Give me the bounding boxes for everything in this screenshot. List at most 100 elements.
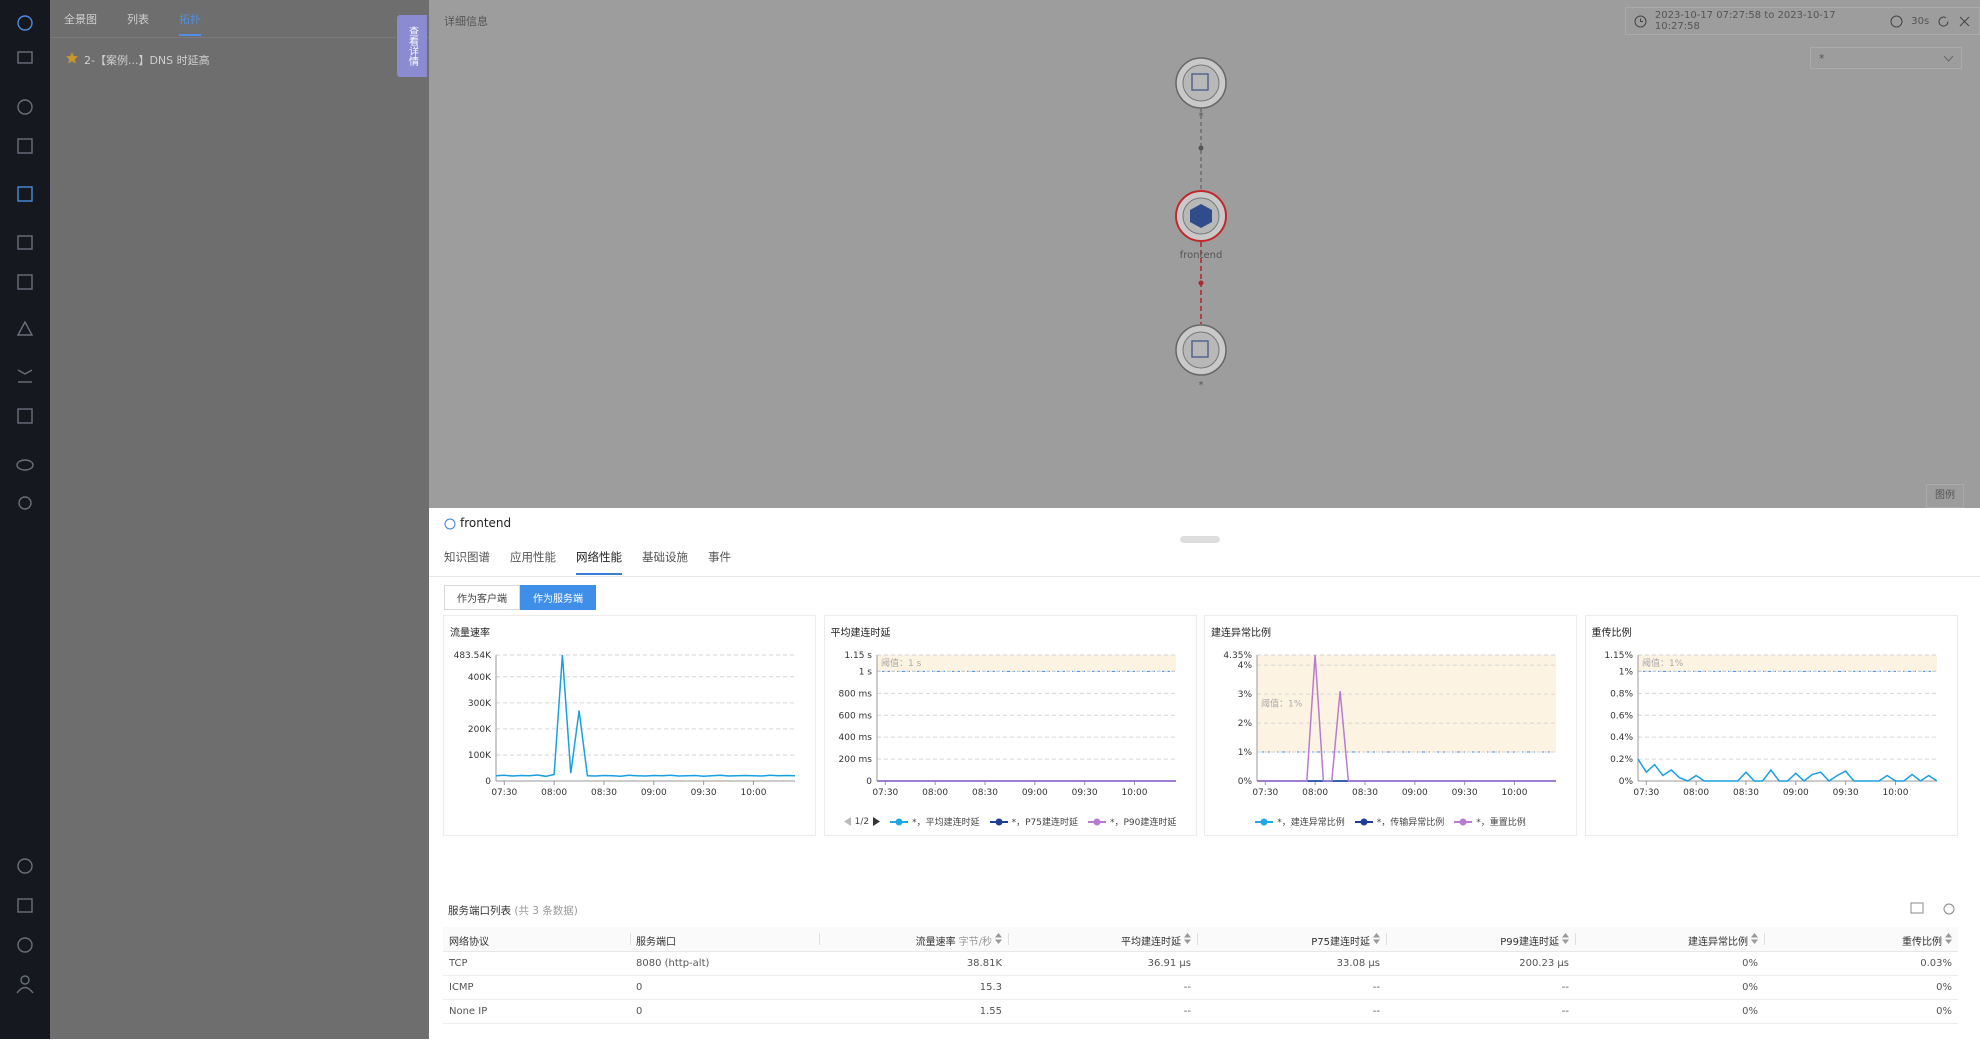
drag-handle[interactable] [1180,536,1220,543]
close [1959,16,1970,26]
sort-up [1562,933,1569,938]
x-tick-label: 08:30 [1733,788,1759,798]
tool-icon[interactable] [1910,902,1924,914]
sort-down [1373,939,1380,944]
legend-dot [895,818,903,825]
legend-item[interactable]: *，重置比例 [1454,815,1526,828]
legend-item[interactable]: *，平均建连时延 [890,815,980,828]
table-cell: -- [1183,1006,1191,1017]
column-title: P99建连时延 [1500,937,1559,948]
legend-label: *，P90建连时延 [1110,818,1177,828]
panel-tab[interactable]: 事件 [708,550,731,564]
header-cell[interactable]: P99建连时延 [1386,933,1569,948]
divider [50,37,429,38]
table-cell: 200.23 μs [1519,958,1569,969]
y-tick-label: 800 ms [838,689,872,699]
x-tick-label: 08:30 [972,788,998,798]
panel-tab[interactable]: 网络性能 [576,549,622,575]
clock-icon [1634,15,1647,27]
icon [17,408,33,424]
chart-card: 平均建连时延 阈值：1 s 0 200 ms 400 ms 600 ms 800 ms 1 s… [823,615,1197,836]
sort-down [1184,939,1191,944]
time-range[interactable]: 2023-10-17 07:27:58 to 2023-10-17 10:27:… [1654,10,1836,32]
column-title: P75建连时延 [1311,937,1370,948]
legend-item[interactable]: *，传输异常比例 [1354,815,1444,828]
pager-next[interactable] [873,817,881,826]
legend-dot [1459,818,1467,825]
breadcrumb[interactable]: 2-【案例...】DNS 时延高 [84,54,210,67]
panel-tab[interactable]: 基础设施 [642,550,688,564]
table-cell: 0% [1742,982,1758,993]
bottom-panel: frontend 知识图谱 应用性能 网络性能 基础设施 事件 作为客户端 作为服务端 服… [429,508,1980,1039]
node[interactable] [1175,57,1227,109]
column-title: 平均建连时延 [1121,937,1181,948]
node[interactable] [1175,324,1227,376]
table-cell: 0% [1936,1006,1952,1017]
header-cell[interactable]: 流量速率 字节/秒 [819,933,1002,948]
topology: * frontend * [1175,57,1227,391]
table-cell: -- [1561,1006,1569,1017]
y-tick-label: 3% [1238,690,1253,700]
nav-tab[interactable]: 全景图 [64,13,97,26]
clock-hand [1640,18,1643,22]
header-cell: 服务端口 [630,933,813,948]
node-icon [1191,340,1209,358]
tool-icon[interactable] [1943,903,1955,915]
nav-tab[interactable]: 列表 [127,13,149,26]
table-heading: 服务端口列表 (共 3 条数据) [448,903,578,918]
x-tick-label: 07:30 [872,788,898,798]
table-cell: 1.55 [979,1006,1002,1017]
legend-button[interactable]: 图例 [1926,484,1964,508]
x-tick-label: 09:00 [1402,788,1428,798]
table-cell: 33.08 μs [1336,958,1380,969]
sort-icon [1751,933,1758,944]
side-tab[interactable]: 查看详情 [397,15,427,77]
series-line [495,654,796,778]
y-tick-label: 0.2% [1610,755,1633,765]
x-tick-label: 08:30 [591,788,617,798]
role-button[interactable]: 作为服务端 [520,585,596,610]
legend-item[interactable]: *，P90建连时延 [1088,815,1176,828]
sort-icon [1562,933,1569,944]
y-tick-label: 1 s [858,667,872,677]
legend-dot [1093,818,1101,825]
legend-item[interactable]: *，P75建连时延 [989,815,1078,828]
sort-icon [1945,933,1952,944]
icon [17,51,33,64]
x-tick-label: 09:30 [691,788,717,798]
icon [17,858,33,874]
x-tick-label: 08:00 [541,788,567,798]
chart-title: 平均建连时延 [830,628,891,639]
y-tick-label: 300K [468,699,492,709]
icon [17,898,33,913]
panel-tab[interactable]: 应用性能 [510,550,556,564]
header-cell[interactable]: 平均建连时延 [1008,933,1191,948]
filter-select[interactable]: * [1810,47,1962,69]
header-cell[interactable]: P75建连时延 [1197,933,1380,948]
legend-marker [989,818,1008,825]
node[interactable] [1175,190,1227,242]
chart-plot: 阈值：1% 0% 1% 2% 3% 4%4.35% 07:30 08:00 08:30 09:00… [1223,651,1556,798]
role-button[interactable]: 作为客户端 [444,585,520,610]
close-icon[interactable] [1958,15,1971,28]
nav-tab[interactable]: 拓扑 [179,11,201,36]
panel-tab[interactable]: 知识图谱 [444,550,490,564]
header-cell[interactable]: 建连异常比例 [1575,933,1758,948]
column-title: 重传比例 [1902,937,1942,948]
icon [17,937,33,953]
column-title: 建连异常比例 [1688,937,1748,948]
y-tick-label: 400K [468,673,492,683]
interval[interactable]: 30s [1911,15,1930,27]
refresh-icon[interactable] [1937,15,1950,28]
header-cell[interactable]: 重传比例 [1764,933,1952,948]
series-line [1636,758,1937,782]
icon [17,369,33,375]
pager-prev[interactable] [843,817,851,826]
y-tick-label: 0 [485,777,491,787]
node-label: * [1199,111,1204,122]
star-icon [66,52,78,64]
legend-marker [1354,818,1373,825]
legend-item[interactable]: *，建连异常比例 [1255,815,1345,828]
